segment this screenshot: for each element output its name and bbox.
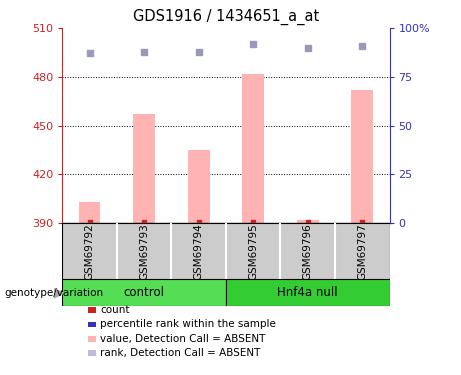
Bar — [297, 220, 319, 223]
Bar — [226, 279, 390, 306]
Text: value, Detection Call = ABSENT: value, Detection Call = ABSENT — [100, 334, 266, 344]
Text: control: control — [124, 286, 165, 299]
Text: Hnf4a null: Hnf4a null — [278, 286, 338, 299]
Bar — [188, 150, 209, 223]
Polygon shape — [54, 289, 64, 298]
Bar — [78, 202, 100, 223]
Text: count: count — [100, 305, 130, 315]
Text: GSM69797: GSM69797 — [357, 223, 367, 280]
Text: GSM69793: GSM69793 — [139, 223, 149, 280]
Bar — [242, 74, 264, 223]
Bar — [133, 114, 155, 223]
Text: GSM69792: GSM69792 — [84, 223, 95, 280]
Text: percentile rank within the sample: percentile rank within the sample — [100, 320, 277, 330]
Bar — [351, 90, 373, 223]
Text: GSM69796: GSM69796 — [303, 223, 313, 280]
Text: GSM69794: GSM69794 — [194, 223, 204, 280]
Text: GSM69795: GSM69795 — [248, 223, 258, 280]
Title: GDS1916 / 1434651_a_at: GDS1916 / 1434651_a_at — [133, 9, 319, 26]
Bar — [62, 279, 226, 306]
Text: rank, Detection Call = ABSENT: rank, Detection Call = ABSENT — [100, 348, 261, 358]
Text: genotype/variation: genotype/variation — [5, 288, 104, 298]
